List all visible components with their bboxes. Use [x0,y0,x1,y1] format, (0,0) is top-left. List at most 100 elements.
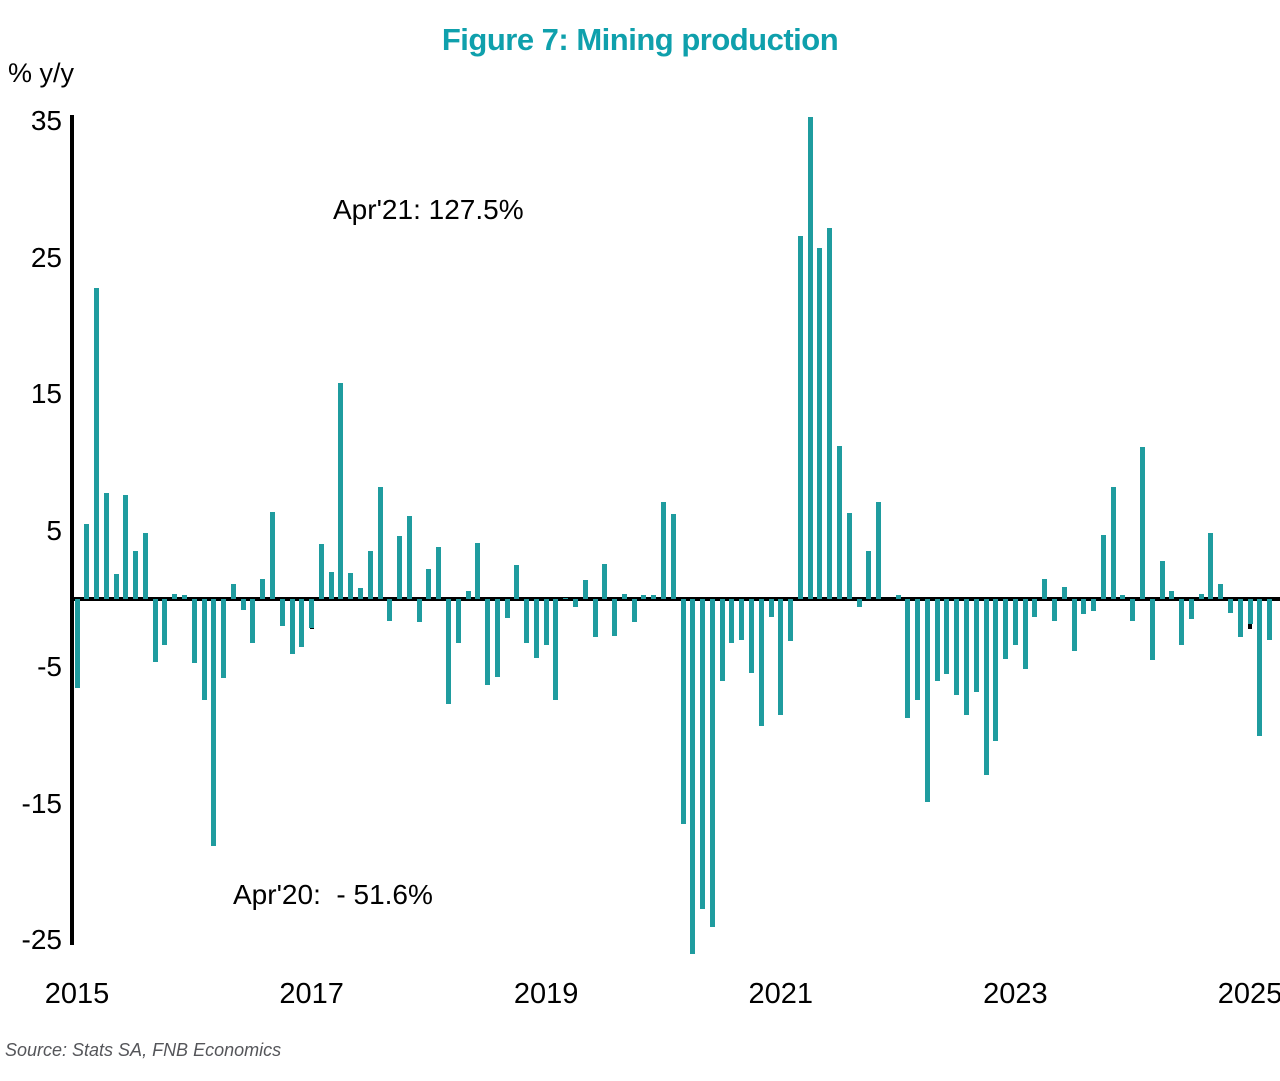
bar [924,599,930,803]
bar [426,568,432,599]
bar [1218,583,1224,599]
bar [475,543,481,599]
chart-title: Figure 7: Mining production [441,22,839,57]
bar [680,599,686,825]
annotation: Apr'21: 127.5% [333,194,524,225]
bar [573,599,579,608]
bar [670,514,676,599]
bar [1071,599,1077,651]
bar [1227,599,1233,613]
bar [1012,599,1018,646]
bar [485,599,491,685]
bar [1100,534,1106,599]
x-tick-label: 2023 [983,978,1048,1010]
bar [719,599,725,681]
bar [1247,599,1253,624]
bar [807,117,813,599]
bar [651,594,657,599]
bar [1032,599,1038,617]
bar [631,599,637,623]
bar [113,574,119,599]
bar [582,579,588,599]
bar [1091,599,1097,612]
bar [377,487,383,599]
bar [846,513,852,599]
bar [1179,599,1185,646]
bar [1139,447,1145,599]
bar [700,599,706,909]
bar [1022,599,1028,669]
bar [876,502,882,599]
y-tick-label: 15 [30,378,62,410]
bar [827,227,833,599]
bar [211,599,217,847]
bar [954,599,960,695]
bar [553,599,559,700]
bar [934,599,940,681]
bar [778,599,784,716]
bar [817,248,823,599]
bar [944,599,950,675]
bar [465,590,471,599]
bar [406,515,412,599]
bar [142,533,148,599]
bar [348,573,354,599]
y-tick-label: -5 [37,651,62,683]
bar [836,446,842,599]
bar [543,599,549,646]
bar [768,599,774,617]
bar [270,511,275,599]
bar [103,492,109,599]
y-axis-unit-label: % y/y [8,58,75,88]
bar [133,551,139,599]
bar [915,599,921,700]
bar [221,599,227,679]
bar [1120,594,1126,599]
bar [172,593,178,599]
bar [905,599,911,718]
bar [494,599,500,677]
x-tick-label: 2015 [44,978,110,1010]
y-tick-label: -15 [21,787,62,819]
bar [338,383,344,599]
bar [84,523,90,599]
bar [621,593,627,599]
bar [260,578,266,599]
bar [612,599,618,636]
bar [1169,590,1175,599]
bar [973,599,979,692]
bar [1198,593,1204,599]
bar [602,563,608,599]
bar [504,599,510,619]
bar [690,599,696,954]
bar [866,551,872,599]
bar [201,599,207,700]
bar [152,599,158,662]
bar [357,588,363,599]
bar [964,599,970,716]
bar [1003,599,1009,660]
x-tick-label: 2017 [279,978,344,1010]
bar [328,571,334,599]
bar [729,599,735,643]
x-tick-label: 2025 [1217,978,1280,1010]
bar [1257,599,1263,736]
bar [1052,599,1057,621]
x-tick-label: 2021 [748,978,814,1010]
bar [895,594,901,599]
bar [514,564,520,599]
annotation: Apr'20: - 51.6% [233,879,433,910]
bar [387,599,393,621]
x-tick-label: 2019 [513,978,579,1010]
bar [524,599,530,643]
bar [367,551,373,599]
x-axis-zero-line [70,597,1280,601]
y-axis [70,115,74,945]
bar [318,544,324,599]
bar [279,599,285,627]
bar [709,599,715,927]
bar [162,599,168,646]
bar [1237,599,1243,638]
bar [191,599,197,664]
